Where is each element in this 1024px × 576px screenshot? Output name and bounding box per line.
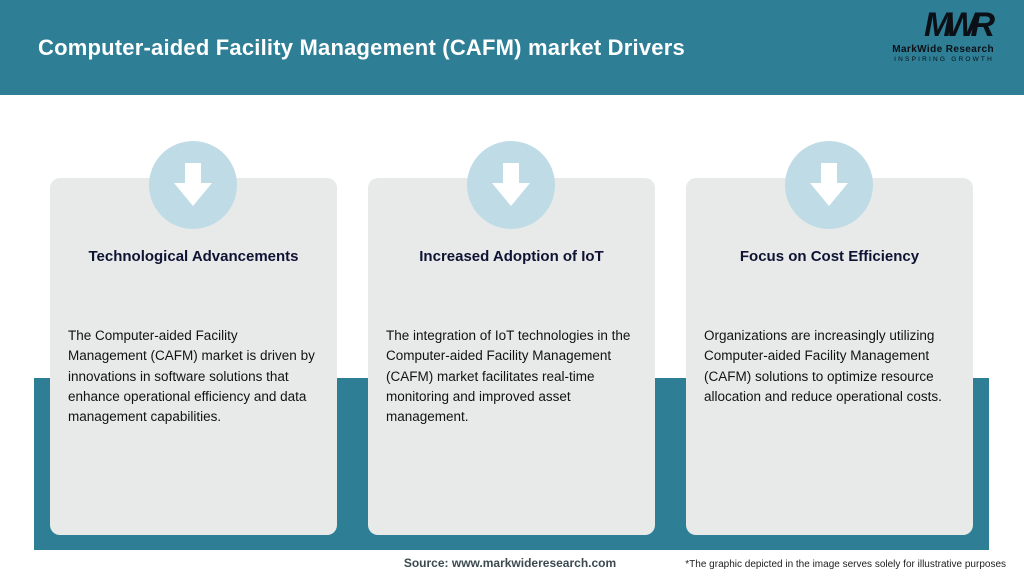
driver-card-increased-adoption-of-iot: Increased Adoption of IoT The integratio… xyxy=(368,178,655,535)
logo-monogram: MWR xyxy=(924,6,995,44)
disclaimer-text: *The graphic depicted in the image serve… xyxy=(685,559,1006,570)
card-title: Technological Advancements xyxy=(88,248,299,265)
arrow-down-icon xyxy=(491,161,531,209)
markwide-research-logo: MWR MarkWide Research INSPIRING GROWTH xyxy=(892,6,995,63)
logo-tagline: INSPIRING GROWTH xyxy=(894,56,994,63)
icon-circle xyxy=(149,141,237,229)
card-body-text: The Computer-aided Facility Management (… xyxy=(68,328,315,424)
card-title: Focus on Cost Efficiency xyxy=(739,248,920,265)
arrow-down-icon xyxy=(173,161,213,209)
driver-card-technological-advancements: Technological Advancements The Computer-… xyxy=(50,178,337,535)
icon-circle xyxy=(785,141,873,229)
icon-circle xyxy=(467,141,555,229)
page-title: Computer-aided Facility Management (CAFM… xyxy=(38,34,685,60)
driver-card-focus-on-cost-efficiency: Focus on Cost Efficiency Organizations a… xyxy=(686,178,973,535)
card-body-text: Organizations are increasingly utilizing… xyxy=(704,328,942,404)
card-title: Increased Adoption of IoT xyxy=(419,248,604,265)
arrow-down-icon xyxy=(809,161,849,209)
logo-name: MarkWide Research xyxy=(892,44,994,55)
header-bar: Computer-aided Facility Management (CAFM… xyxy=(0,0,1024,95)
source-text: Source: www.markwideresearch.com xyxy=(403,556,617,570)
card-body-text: The integration of IoT technologies in t… xyxy=(386,328,631,424)
